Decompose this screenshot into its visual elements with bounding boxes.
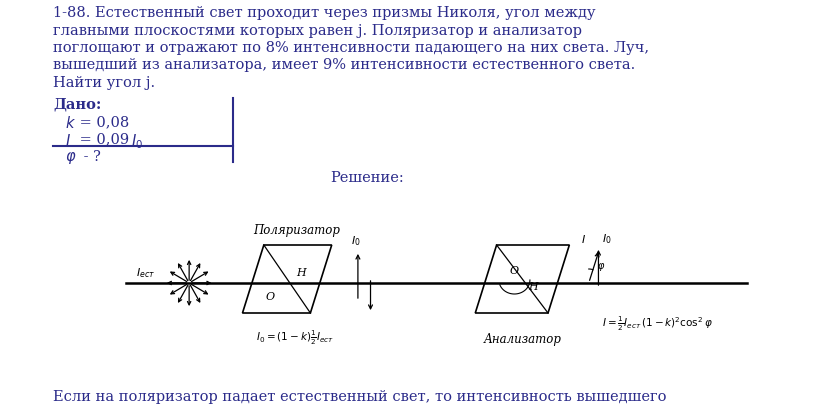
Text: главными плоскостями которых равен j. Поляризатор и анализатор: главными плоскостями которых равен j. По… bbox=[53, 23, 583, 38]
Text: $I$: $I$ bbox=[65, 133, 71, 148]
Text: $I_0$: $I_0$ bbox=[602, 232, 612, 246]
Text: $I_0$: $I_0$ bbox=[131, 133, 143, 151]
Text: = 0,08: = 0,08 bbox=[75, 115, 129, 129]
Text: $I = \frac{1}{2}I_{ест}\,(1-k)^2\cos^2\varphi$: $I = \frac{1}{2}I_{ест}\,(1-k)^2\cos^2\v… bbox=[602, 315, 713, 334]
Text: Если на поляризатор падает естественный свет, то интенсивность вышедшего: Если на поляризатор падает естественный … bbox=[53, 390, 667, 404]
Text: - ?: - ? bbox=[78, 150, 100, 164]
Text: 1-88. Естественный свет проходит через призмы Николя, угол между: 1-88. Естественный свет проходит через п… bbox=[53, 6, 596, 20]
Text: H: H bbox=[297, 268, 306, 278]
Text: O: O bbox=[265, 292, 274, 302]
Text: H: H bbox=[528, 282, 538, 292]
Text: вышедший из анализатора, имеет 9% интенсивности естественного света.: вышедший из анализатора, имеет 9% интенс… bbox=[53, 59, 636, 72]
Text: $k$: $k$ bbox=[65, 115, 76, 131]
Text: Дано:: Дано: bbox=[53, 97, 102, 112]
Text: $I$: $I$ bbox=[581, 233, 587, 245]
Text: $\varphi$: $\varphi$ bbox=[597, 261, 605, 273]
Text: $I_{ест}$: $I_{ест}$ bbox=[136, 266, 155, 280]
Text: $I_0$: $I_0$ bbox=[351, 234, 361, 248]
Text: Решение:: Решение: bbox=[330, 171, 403, 186]
Text: $\varphi$: $\varphi$ bbox=[65, 150, 77, 166]
Text: = 0,09: = 0,09 bbox=[75, 133, 134, 146]
Text: Найти угол j.: Найти угол j. bbox=[53, 76, 156, 90]
Text: поглощают и отражают по 8% интенсивности падающего на них света. Луч,: поглощают и отражают по 8% интенсивности… bbox=[53, 41, 650, 55]
Text: O: O bbox=[510, 266, 519, 276]
Text: Анализатор: Анализатор bbox=[483, 333, 562, 346]
Text: $I_0 = (1-k)\frac{1}{2}I_{ест}$: $I_0 = (1-k)\frac{1}{2}I_{ест}$ bbox=[256, 329, 334, 347]
Text: Поляризатор: Поляризатор bbox=[253, 224, 340, 237]
